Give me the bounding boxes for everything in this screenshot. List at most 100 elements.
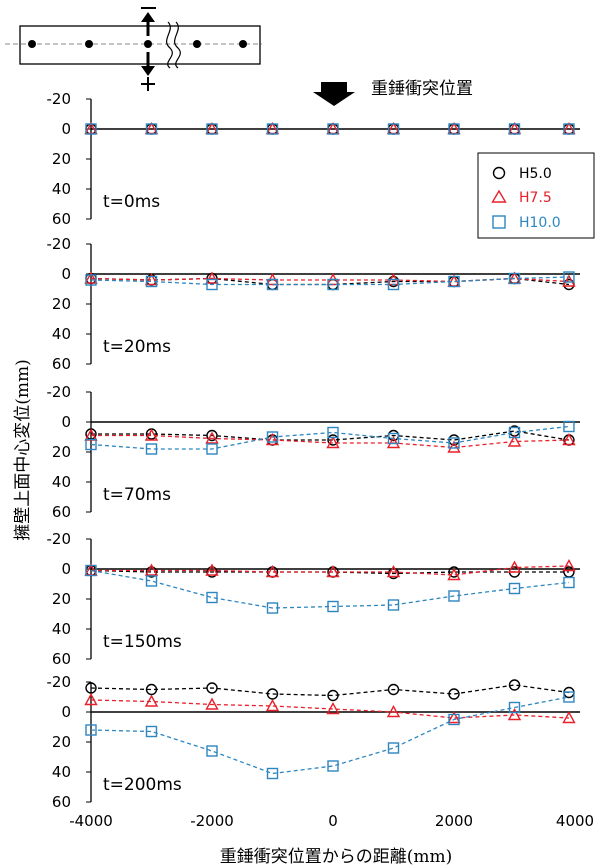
y-tick-label: 0 — [61, 265, 71, 283]
panel-time-label: t=200ms — [103, 775, 182, 795]
series-line-h7-5 — [90, 699, 569, 719]
data-point — [145, 443, 158, 455]
data-point — [206, 591, 218, 604]
data-point — [327, 689, 339, 702]
data-point — [508, 679, 521, 691]
legend-square-marker — [492, 215, 506, 229]
data-point — [562, 711, 576, 724]
data-point — [145, 275, 158, 288]
data-point — [266, 767, 279, 780]
panel-1: -20 0 20 40 60 t=20ms — [47, 235, 580, 373]
series-line-h5-0 — [90, 569, 569, 575]
data-point — [85, 724, 97, 736]
data-point — [144, 273, 159, 286]
panel-time-label: t=150ms — [103, 632, 182, 652]
data-point — [562, 433, 576, 446]
y-tick-label: 20 — [52, 733, 71, 751]
schematic-up-arrow-head — [141, 12, 155, 22]
data-point — [387, 432, 400, 445]
data-point — [387, 683, 400, 696]
data-point — [206, 278, 218, 291]
data-point — [206, 123, 218, 135]
wall-schematic — [5, 7, 262, 91]
data-point — [84, 693, 98, 706]
y-tick-label: 40 — [52, 325, 71, 343]
data-point — [508, 272, 521, 285]
data-point — [266, 431, 279, 443]
y-tick-label: 0 — [61, 120, 71, 138]
data-point — [563, 123, 575, 135]
data-point — [326, 436, 340, 449]
data-point — [85, 682, 97, 694]
x-tick-label: -2000 — [190, 812, 234, 830]
y-tick-label: 0 — [61, 703, 71, 721]
data-point — [326, 565, 340, 578]
legend-entry-h10: H10.0 — [519, 215, 561, 231]
x-tick-label: 0 — [328, 812, 338, 830]
schematic-point — [28, 40, 36, 48]
data-point — [447, 711, 461, 724]
data-point — [326, 702, 340, 715]
data-point — [563, 576, 575, 589]
data-point — [144, 428, 159, 441]
data-point — [205, 563, 219, 576]
data-point — [144, 563, 159, 576]
y-tick-label: 0 — [61, 560, 71, 578]
data-point — [448, 123, 460, 135]
data-point — [145, 123, 158, 135]
data-point — [563, 420, 575, 433]
data-point — [266, 688, 279, 700]
legend-circle-marker — [492, 166, 506, 180]
x-axis-label: 重錘衝突位置からの距離(mm) — [220, 847, 453, 867]
y-tick-label: -20 — [47, 530, 72, 548]
series-line-h10-0 — [90, 569, 570, 609]
y-tick-label: 20 — [52, 590, 71, 608]
data-point — [508, 123, 521, 135]
y-tick-label: 40 — [52, 473, 71, 491]
data-point — [562, 559, 576, 572]
data-point — [448, 590, 460, 602]
panel-2: -20 0 20 40 60 t=70ms — [47, 383, 580, 521]
panel-3: -20 0 20 40 60 t=150ms — [47, 530, 580, 668]
data-point — [563, 271, 575, 283]
impact-arrow — [313, 82, 355, 106]
data-point — [327, 426, 339, 439]
data-point — [387, 567, 400, 580]
data-point — [386, 565, 401, 578]
y-tick-label: 60 — [52, 503, 71, 521]
data-point — [507, 434, 522, 447]
data-point — [266, 602, 279, 614]
data-point — [448, 713, 460, 726]
series-line-h10-0 — [90, 276, 569, 286]
data-point — [508, 582, 521, 595]
data-point — [144, 694, 159, 707]
panel-0: -20 0 20 40 60 t=0ms — [47, 90, 580, 228]
panel-4: -20 0 20 40 60 t=200ms — [47, 673, 580, 811]
y-tick-label: -20 — [47, 235, 72, 253]
y-tick-label: 40 — [52, 620, 71, 638]
legend-triangle-marker — [491, 189, 507, 203]
y-tick-label: -20 — [47, 90, 72, 108]
y-tick-label: 20 — [52, 295, 71, 313]
data-point — [448, 437, 460, 449]
x-tick-label: -4000 — [69, 812, 113, 830]
data-point — [265, 699, 280, 712]
data-point — [145, 683, 158, 696]
data-point — [387, 123, 400, 135]
schematic-point — [193, 40, 201, 48]
schematic-wall — [19, 25, 261, 65]
data-point — [387, 742, 400, 754]
data-point — [266, 278, 279, 291]
series-line-h7-5 — [91, 565, 569, 576]
data-point — [508, 701, 521, 714]
series-line-h7-5 — [90, 277, 569, 283]
data-point — [448, 688, 460, 700]
data-point — [327, 278, 339, 291]
data-point — [327, 600, 339, 613]
y-tick-label: 40 — [52, 763, 71, 781]
y-tick-label: 20 — [52, 150, 71, 168]
schematic-point — [85, 40, 93, 48]
data-point — [386, 705, 401, 718]
data-point — [265, 565, 280, 578]
y-tick-label: 20 — [52, 443, 71, 461]
